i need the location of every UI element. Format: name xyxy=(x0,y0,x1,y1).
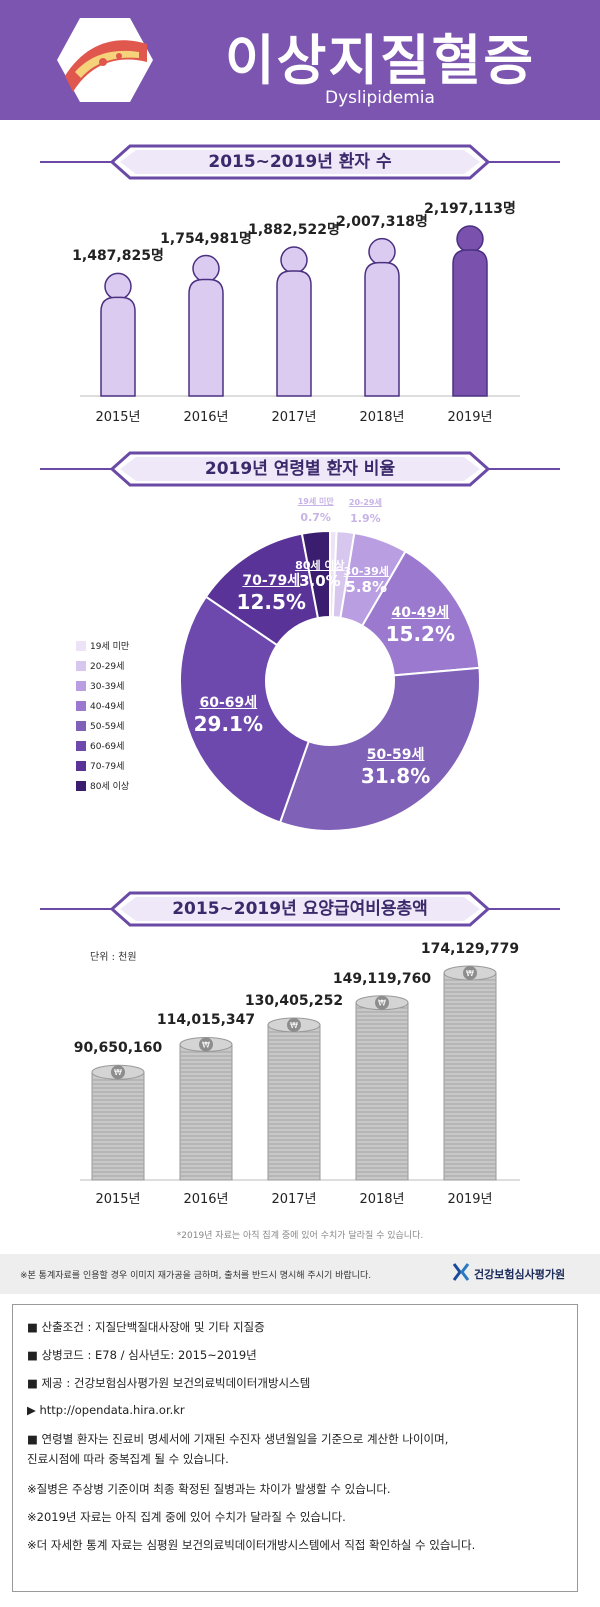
year-label: 2018년 xyxy=(359,1192,405,1207)
legend-label: 20-29세 xyxy=(90,662,125,672)
donut-category-label: 20-29세 xyxy=(348,497,382,507)
year-label: 2015년 xyxy=(95,410,141,425)
donut-value-label: 3.0% xyxy=(299,572,341,591)
note-item: ※더 자세한 통계 자료는 심평원 보건의료빅데이터개방시스템에서 직접 확인하… xyxy=(27,1538,476,1552)
donut-value-label: 15.2% xyxy=(385,621,456,646)
legend-swatch xyxy=(76,721,86,731)
coin-stack: ₩ xyxy=(91,1064,145,1181)
donut-category-label: 30-39세 xyxy=(343,565,389,579)
donut-category-label: 60-69세 xyxy=(199,695,258,712)
year-label: 2018년 xyxy=(359,410,405,425)
cost-value-label: 149,119,760 xyxy=(332,970,432,987)
won-icon: ₩ xyxy=(290,1021,298,1030)
patient-value-label: 1,487,825명 xyxy=(72,248,164,265)
notes-box: ■ 산출조건 : 지질단백질대사장애 및 기타 지질증 ■ 상병코드 : E78… xyxy=(12,1304,578,1592)
cost-chart: ₩ ₩ ₩ ₩ ₩ xyxy=(80,965,520,1181)
donut-slice xyxy=(179,595,310,824)
donut-slice xyxy=(278,666,481,832)
note-item: ■ 연령별 환자는 진료비 명세서에 기재된 수진자 생년월일을 기준으로 계산… xyxy=(27,1432,449,1446)
patient-value-label: 2,197,113명 xyxy=(424,201,516,217)
donut-category-label: 19세 미만 xyxy=(297,497,334,507)
legend-label: 70-79세 xyxy=(90,762,125,772)
donut-value-label: 31.8% xyxy=(360,763,431,788)
note-item: ■ 제공 : 건강보험심사평가원 보건의료빅데이터개방시스템 xyxy=(27,1376,311,1390)
won-icon: ₩ xyxy=(466,969,474,978)
unit-label: 단위 : 천원 xyxy=(90,952,137,963)
patient-value-label: 2,007,318명 xyxy=(336,213,428,230)
cost-value-label: 174,129,779 xyxy=(420,940,520,957)
age-donut-chart xyxy=(179,529,481,832)
org-name: 건강보험심사평가원 xyxy=(474,1268,566,1281)
page-title: 이상지질혈증 xyxy=(224,29,536,92)
section-title-patients: 2015~2019년 환자 수 xyxy=(208,152,392,172)
legend-swatch xyxy=(76,681,86,691)
cost-value-label: 114,015,347 xyxy=(156,1012,256,1029)
legend-label: 50-59세 xyxy=(90,722,125,732)
coin-stack: ₩ xyxy=(443,965,497,1181)
footnote-2019: *2019년 자료는 아직 집계 중에 있어 수치가 달라질 수 있습니다. xyxy=(176,1231,424,1241)
won-icon: ₩ xyxy=(114,1068,122,1077)
section-banner-cost: 2015~2019년 요양급여비용총액 xyxy=(40,891,560,927)
section-title-cost: 2015~2019년 요양급여비용총액 xyxy=(172,899,428,919)
donut-value-label: 5.8% xyxy=(345,578,388,597)
donut-slice xyxy=(360,550,481,677)
section-banner-patients: 2015~2019년 환자 수 xyxy=(40,144,560,180)
legend-swatch xyxy=(76,701,86,711)
year-label: 2017년 xyxy=(271,410,317,425)
copyright-notice: ※본 통계자료를 인용할 경우 이미지 재가공을 금하며, 출처를 반드시 명시… xyxy=(20,1271,372,1281)
note-item: 진료시점에 따라 중복집계 될 수 있습니다. xyxy=(27,1452,229,1466)
legend-swatch xyxy=(76,741,86,751)
coin-stack: ₩ xyxy=(267,1017,321,1181)
donut-value-label: 0.7% xyxy=(300,511,331,525)
cost-value-label: 90,650,160 xyxy=(73,1040,163,1057)
legend-label: 30-39세 xyxy=(90,682,125,692)
legend-label: 19세 미만 xyxy=(90,642,130,652)
blood-vessel-icon xyxy=(57,18,153,102)
year-label: 2019년 xyxy=(447,1192,493,1207)
donut-value-label: 29.1% xyxy=(193,712,264,737)
legend-label: 60-69세 xyxy=(90,742,125,752)
patient-value-label: 1,882,522명 xyxy=(248,222,340,239)
year-label: 2017년 xyxy=(271,1192,317,1207)
year-label: 2019년 xyxy=(447,410,493,425)
legend-swatch xyxy=(76,641,86,651)
legend-swatch xyxy=(76,661,86,671)
page-subtitle: Dyslipidemia xyxy=(325,88,435,108)
person-icon xyxy=(188,254,224,397)
donut-category-label: 80세 이상 xyxy=(295,559,345,573)
donut-category-label: 40-49세 xyxy=(391,604,450,621)
year-label: 2016년 xyxy=(183,1192,229,1207)
won-icon: ₩ xyxy=(202,1040,210,1049)
patient-value-label: 1,754,981명 xyxy=(160,230,252,247)
person-icon xyxy=(452,225,488,397)
coin-stack: ₩ xyxy=(355,995,409,1181)
copyright-band xyxy=(0,1254,600,1294)
donut-value-label: 12.5% xyxy=(236,589,306,614)
person-icon xyxy=(276,246,312,397)
hira-logo-icon xyxy=(452,1263,470,1281)
note-item: ※질병은 주상병 기준이며 최종 확정된 질병과는 차이가 발생할 수 있습니다… xyxy=(27,1482,391,1496)
legend-swatch xyxy=(76,761,86,771)
legend-label: 80세 이상 xyxy=(90,782,130,792)
person-icon xyxy=(364,237,400,397)
patients-chart xyxy=(80,225,520,397)
won-icon: ₩ xyxy=(378,999,386,1008)
coin-stack: ₩ xyxy=(179,1036,233,1181)
donut-category-label: 50-59세 xyxy=(366,746,425,763)
section-title-age: 2019년 연령별 환자 비율 xyxy=(204,459,396,479)
person-icon xyxy=(100,272,136,397)
note-item: ■ 상병코드 : E78 / 심사년도: 2015~2019년 xyxy=(27,1348,257,1362)
donut-value-label: 1.9% xyxy=(350,511,381,525)
note-item: ■ 산출조건 : 지질단백질대사장애 및 기타 지질증 xyxy=(27,1320,265,1334)
cost-value-label: 130,405,252 xyxy=(244,992,344,1009)
section-banner-age: 2019년 연령별 환자 비율 xyxy=(40,451,560,487)
year-label: 2016년 xyxy=(183,410,229,425)
note-link[interactable]: ▶ http://opendata.hira.or.kr xyxy=(27,1403,185,1417)
donut-category-label: 70-79세 xyxy=(242,572,301,589)
note-item: ※2019년 자료는 아직 집계 중에 있어 수치가 달라질 수 있습니다. xyxy=(27,1510,346,1524)
legend-label: 40-49세 xyxy=(90,702,125,712)
donut-slice xyxy=(300,529,331,620)
year-label: 2015년 xyxy=(95,1192,141,1207)
legend-swatch xyxy=(76,781,86,791)
